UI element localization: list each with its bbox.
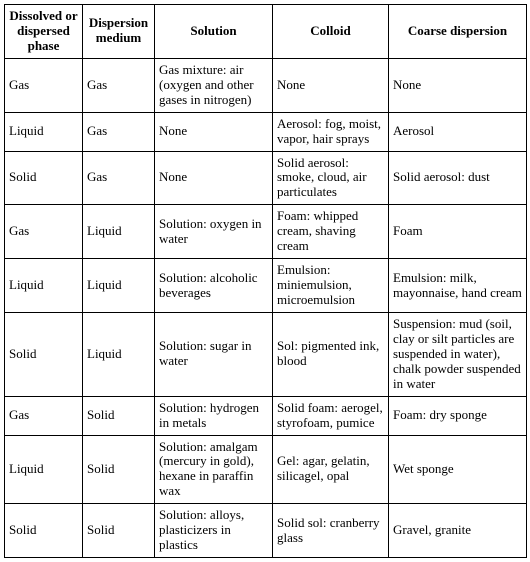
cell-colloid: Foam: whipped cream, shaving cream [273,205,389,259]
cell-phase: Solid [5,151,83,205]
cell-coarse: Gravel, granite [389,504,527,558]
cell-phase: Solid [5,504,83,558]
cell-medium: Gas [83,58,155,112]
table-row: Gas Gas Gas mixture: air (oxygen and oth… [5,58,527,112]
cell-solution: Gas mixture: air (oxygen and other gases… [155,58,273,112]
cell-solution: Solution: hydrogen in metals [155,396,273,435]
cell-solution: Solution: alcoholic beverages [155,259,273,313]
cell-medium: Solid [83,504,155,558]
cell-solution: Solution: amalgam (mercury in gold), hex… [155,435,273,504]
cell-phase: Gas [5,205,83,259]
table-row: Gas Liquid Solution: oxygen in water Foa… [5,205,527,259]
cell-colloid: Solid aerosol: smoke, cloud, air particu… [273,151,389,205]
cell-colloid: Gel: agar, gelatin, silicagel, opal [273,435,389,504]
table-row: Solid Solid Solution: alloys, plasticize… [5,504,527,558]
cell-solution: None [155,112,273,151]
dispersion-table: Dissolved or dispersed phase Dispersion … [4,4,527,558]
cell-solution: Solution: oxygen in water [155,205,273,259]
cell-coarse: Emulsion: milk, mayonnaise, hand cream [389,259,527,313]
cell-medium: Liquid [83,259,155,313]
col-header-solution: Solution [155,5,273,59]
cell-medium: Solid [83,396,155,435]
cell-coarse: Foam [389,205,527,259]
cell-solution: Solution: alloys, plasticizers in plasti… [155,504,273,558]
cell-medium: Liquid [83,205,155,259]
table-row: Solid Liquid Solution: sugar in water So… [5,312,527,396]
cell-phase: Gas [5,58,83,112]
cell-colloid: Solid sol: cranberry glass [273,504,389,558]
cell-coarse: None [389,58,527,112]
cell-colloid: Emulsion: miniemulsion, microemulsion [273,259,389,313]
cell-coarse: Foam: dry sponge [389,396,527,435]
cell-medium: Gas [83,112,155,151]
cell-phase: Solid [5,312,83,396]
col-header-medium: Dispersion medium [83,5,155,59]
cell-solution: None [155,151,273,205]
cell-colloid: None [273,58,389,112]
cell-coarse: Wet sponge [389,435,527,504]
table-row: Liquid Gas None Aerosol: fog, moist, vap… [5,112,527,151]
col-header-coarse: Coarse dispersion [389,5,527,59]
table-row: Gas Solid Solution: hydrogen in metals S… [5,396,527,435]
cell-colloid: Sol: pigmented ink, blood [273,312,389,396]
cell-medium: Liquid [83,312,155,396]
header-row: Dissolved or dispersed phase Dispersion … [5,5,527,59]
col-header-phase: Dissolved or dispersed phase [5,5,83,59]
cell-solution: Solution: sugar in water [155,312,273,396]
cell-colloid: Solid foam: aerogel, styrofoam, pumice [273,396,389,435]
cell-phase: Gas [5,396,83,435]
table-row: Liquid Solid Solution: amalgam (mercury … [5,435,527,504]
cell-medium: Gas [83,151,155,205]
cell-medium: Solid [83,435,155,504]
cell-coarse: Suspension: mud (soil, clay or silt part… [389,312,527,396]
table-row: Solid Gas None Solid aerosol: smoke, clo… [5,151,527,205]
col-header-colloid: Colloid [273,5,389,59]
cell-colloid: Aerosol: fog, moist, vapor, hair sprays [273,112,389,151]
table-row: Liquid Liquid Solution: alcoholic bevera… [5,259,527,313]
cell-phase: Liquid [5,435,83,504]
cell-phase: Liquid [5,112,83,151]
cell-coarse: Aerosol [389,112,527,151]
cell-phase: Liquid [5,259,83,313]
cell-coarse: Solid aerosol: dust [389,151,527,205]
